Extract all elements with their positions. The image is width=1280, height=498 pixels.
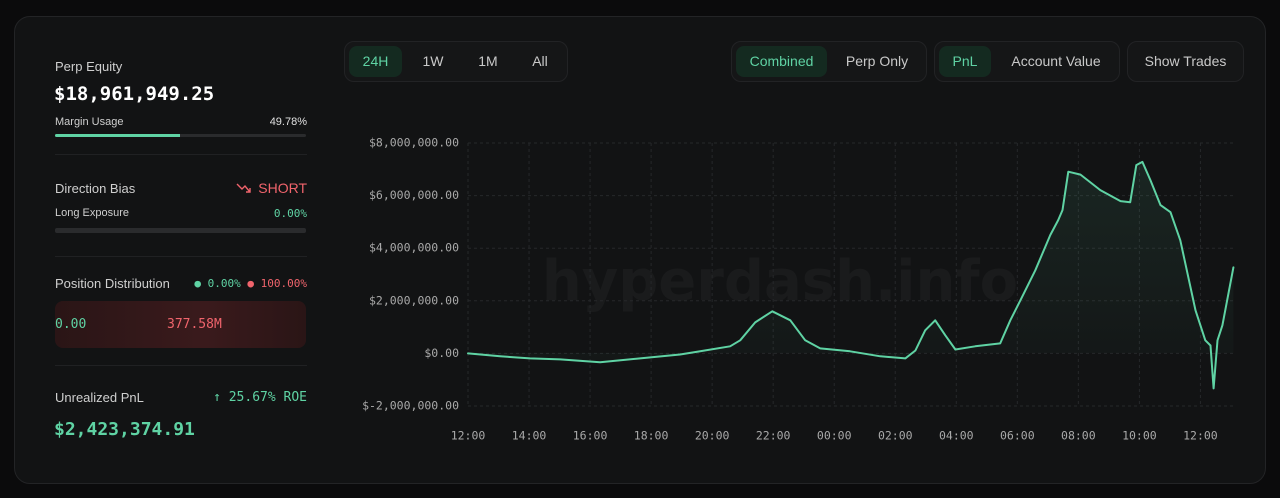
x-tick-label: 00:00 — [817, 429, 852, 443]
roe-value: 25.67% ROE — [228, 390, 307, 405]
tab[interactable]: Perp Only — [845, 53, 909, 69]
tab[interactable]: All — [532, 53, 548, 69]
long-amount: 0.00 — [55, 317, 87, 332]
bias-value: SHORT — [258, 180, 307, 196]
trades-toggle: Show Trades — [1127, 41, 1244, 82]
margin-label: Margin Usage — [55, 116, 124, 128]
area — [468, 161, 1234, 389]
equity-value: $18,961,949.25 — [54, 83, 215, 105]
y-tick-label: $0.00 — [424, 346, 459, 360]
x-tick-label: 08:00 — [1061, 429, 1096, 443]
short-share: 100.00% — [260, 277, 307, 290]
margin-value: 49.78% — [269, 116, 307, 128]
y-tick-label: $4,000,000.00 — [369, 241, 459, 255]
bias-label: Direction Bias — [55, 181, 136, 196]
tab[interactable]: 1M — [478, 53, 498, 69]
x-tick-label: 10:00 — [1122, 429, 1157, 443]
tab[interactable]: 24H — [349, 46, 402, 77]
equity-label: Perp Equity — [55, 59, 123, 74]
pnl-label: Unrealized PnL — [55, 390, 144, 405]
tab[interactable]: PnL — [939, 46, 991, 77]
exposure-track — [55, 228, 306, 233]
short-amount: 377.58M — [167, 317, 222, 332]
short-segment — [55, 301, 306, 348]
tab[interactable]: Account Value — [1011, 53, 1101, 69]
x-tick-label: 02:00 — [878, 429, 913, 443]
margin-fill — [55, 134, 180, 137]
x-tick-label: 12:00 — [451, 429, 486, 443]
divider — [55, 365, 307, 366]
x-tick-label: 06:00 — [1000, 429, 1035, 443]
tab[interactable]: 1W — [422, 53, 444, 69]
line — [467, 160, 1235, 390]
distribution-legend: ● 0.00% ● 100.00% — [194, 277, 307, 290]
tab[interactable]: Show Trades — [1144, 53, 1227, 69]
x-tick-label: 14:00 — [512, 429, 547, 443]
pnl-value: $2,423,374.91 — [54, 419, 195, 440]
margin-track — [55, 134, 306, 137]
down-arrow-icon — [236, 183, 251, 193]
y-tick-label: $8,000,000.00 — [369, 136, 459, 150]
y-tick-label: $2,000,000.00 — [369, 293, 459, 307]
x-tick-label: 16:00 — [573, 429, 608, 443]
x-tick-label: 18:00 — [634, 429, 669, 443]
x-tick-label: 22:00 — [756, 429, 791, 443]
metric-tabs: PnL Account Value — [934, 41, 1120, 82]
distribution-bar — [55, 301, 306, 348]
x-tick-label: 12:00 — [1183, 429, 1218, 443]
divider — [55, 154, 307, 155]
bias: SHORT — [236, 180, 307, 196]
x-tick-label: 04:00 — [939, 429, 974, 443]
scope-tabs: Combined Perp Only — [731, 41, 927, 82]
tab[interactable]: Combined — [736, 46, 827, 77]
roe: ↑ 25.67% ROE — [213, 390, 307, 405]
watermark: hyperdash.info — [542, 249, 1018, 314]
y-tick-label: $6,000,000.00 — [369, 188, 459, 202]
y-tick-label: $-2,000,000.00 — [362, 399, 459, 413]
long-exposure-label: Long Exposure — [55, 207, 129, 219]
x-tick-label: 20:00 — [695, 429, 730, 443]
divider — [55, 256, 307, 257]
distribution-label: Position Distribution — [55, 276, 170, 291]
long-exposure-value: 0.00% — [273, 207, 307, 220]
range-tabs: 24H 1W 1M All — [344, 41, 568, 82]
long-share: 0.00% — [207, 277, 241, 290]
